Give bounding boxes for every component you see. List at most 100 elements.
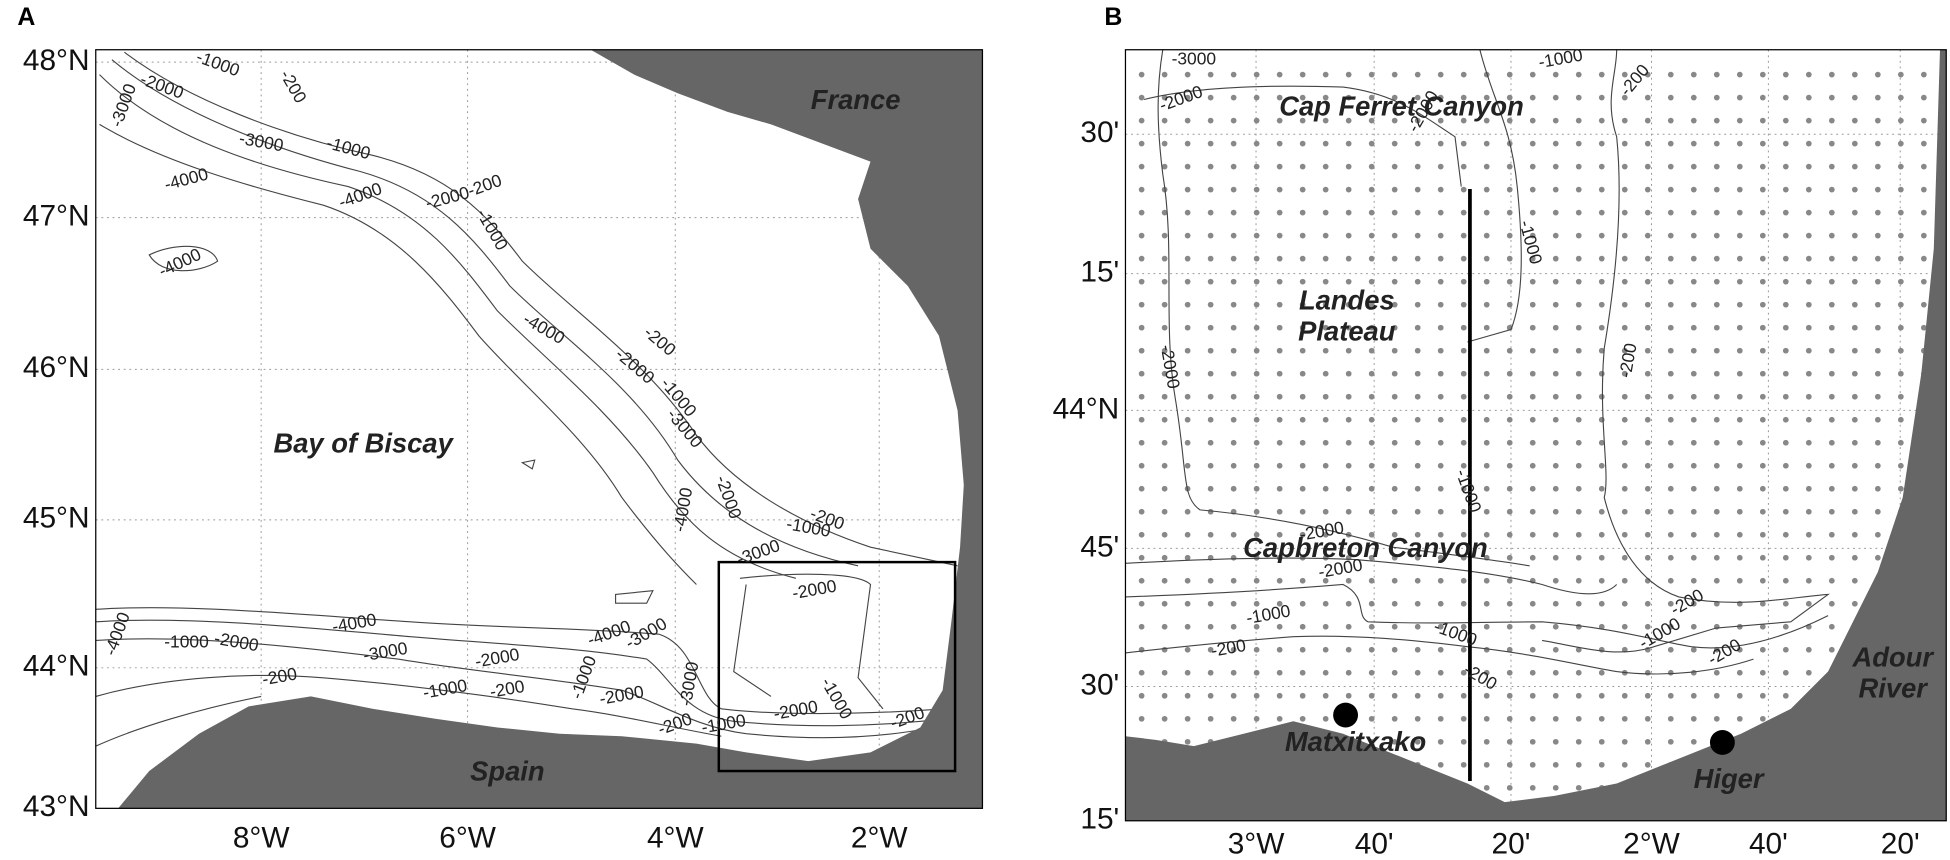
- sample-dot: [1161, 370, 1168, 377]
- sample-dot: [1690, 646, 1697, 653]
- sample-dot: [1414, 577, 1421, 584]
- lat-tick-label: 45': [1080, 530, 1119, 563]
- sample-dot: [1506, 784, 1513, 791]
- sample-dot: [1230, 577, 1237, 584]
- sample-dot: [1414, 462, 1421, 469]
- sample-dot: [1805, 163, 1812, 170]
- sample-dot: [1621, 301, 1628, 308]
- sample-dot: [1828, 278, 1835, 285]
- sample-dot: [1897, 209, 1904, 216]
- sample-dot: [1552, 140, 1559, 147]
- sample-dot: [1161, 393, 1168, 400]
- sample-dot: [1460, 600, 1467, 607]
- sample-dot: [1322, 416, 1329, 423]
- sample-dot: [1575, 508, 1582, 515]
- sample-dot: [1437, 554, 1444, 561]
- sample-dot: [1828, 370, 1835, 377]
- sample-dot: [1368, 738, 1375, 745]
- sample-dot: [1529, 485, 1536, 492]
- sample-dot: [1184, 738, 1191, 745]
- sample-dot: [1575, 416, 1582, 423]
- sample-dot: [1805, 600, 1812, 607]
- sample-dot: [1598, 462, 1605, 469]
- lat-tick-label: 15': [1080, 255, 1119, 288]
- sample-dot: [1483, 163, 1490, 170]
- sample-dot: [1368, 600, 1375, 607]
- sample-dot: [1851, 324, 1858, 331]
- sample-dot: [1621, 508, 1628, 515]
- sample-dot: [1621, 163, 1628, 170]
- sample-dot: [1207, 692, 1214, 699]
- sample-dot: [1276, 278, 1283, 285]
- map-frame: [1124, 49, 1947, 822]
- sample-dot: [1253, 531, 1260, 538]
- sample-dot: [1161, 255, 1168, 262]
- place-name: Bay of Biscay: [273, 427, 454, 458]
- sample-dot: [1322, 255, 1329, 262]
- sample-dot: [1322, 554, 1329, 561]
- sample-dot: [1506, 738, 1513, 745]
- sample-dot: [1621, 738, 1628, 745]
- sample-dot: [1207, 715, 1214, 722]
- sample-dot: [1897, 416, 1904, 423]
- sample-dot: [1805, 255, 1812, 262]
- sample-dot: [1575, 531, 1582, 538]
- sample-dot: [1299, 485, 1306, 492]
- sample-dot: [1621, 347, 1628, 354]
- sample-dot: [1460, 71, 1467, 78]
- sample-dot: [1805, 554, 1812, 561]
- sample-dot: [1506, 278, 1513, 285]
- sample-dot: [1437, 623, 1444, 630]
- sample-dot: [1138, 669, 1145, 676]
- sample-dot: [1621, 370, 1628, 377]
- sample-dot: [1207, 278, 1214, 285]
- sample-dot: [1161, 347, 1168, 354]
- sample-dot: [1506, 577, 1513, 584]
- sample-dot: [1460, 209, 1467, 216]
- sample-dot: [1782, 370, 1789, 377]
- sample-dot: [1460, 715, 1467, 722]
- sample-dot: [1276, 462, 1283, 469]
- sample-dot: [1184, 255, 1191, 262]
- sample-dot: [1161, 508, 1168, 515]
- sample-dot: [1690, 186, 1697, 193]
- lon-tick-label: 6°W: [439, 821, 497, 854]
- sample-dot: [1782, 577, 1789, 584]
- sample-dot: [1598, 439, 1605, 446]
- sample-dot: [1621, 117, 1628, 124]
- sample-dot: [1138, 324, 1145, 331]
- sample-dot: [1230, 600, 1237, 607]
- sample-dot: [1644, 715, 1651, 722]
- sample-dot: [1184, 646, 1191, 653]
- sample-dot: [1207, 117, 1214, 124]
- sample-dot: [1736, 370, 1743, 377]
- sample-dot: [1138, 508, 1145, 515]
- sample-dot: [1414, 71, 1421, 78]
- sample-dot: [1391, 255, 1398, 262]
- sample-dot: [1230, 669, 1237, 676]
- sample-dot: [1713, 255, 1720, 262]
- sample-dot: [1391, 370, 1398, 377]
- sample-dot: [1253, 347, 1260, 354]
- sample-dot: [1782, 163, 1789, 170]
- sample-dot: [1299, 117, 1306, 124]
- sample-dot: [1713, 232, 1720, 239]
- sample-dot: [1851, 117, 1858, 124]
- sample-dot: [1575, 393, 1582, 400]
- sample-dot: [1276, 715, 1283, 722]
- sample-dot: [1736, 439, 1743, 446]
- sample-dot: [1391, 140, 1398, 147]
- sample-dot: [1690, 301, 1697, 308]
- sample-dot: [1368, 393, 1375, 400]
- sample-dot: [1253, 140, 1260, 147]
- sample-dot: [1575, 140, 1582, 147]
- sample-dot: [1897, 301, 1904, 308]
- sample-dot: [1391, 416, 1398, 423]
- sample-dot: [1828, 508, 1835, 515]
- sample-dot: [1345, 646, 1352, 653]
- sample-dot: [1874, 117, 1881, 124]
- sample-dot: [1690, 715, 1697, 722]
- sample-dot: [1460, 186, 1467, 193]
- sample-dot: [1874, 347, 1881, 354]
- sample-dot: [1529, 301, 1536, 308]
